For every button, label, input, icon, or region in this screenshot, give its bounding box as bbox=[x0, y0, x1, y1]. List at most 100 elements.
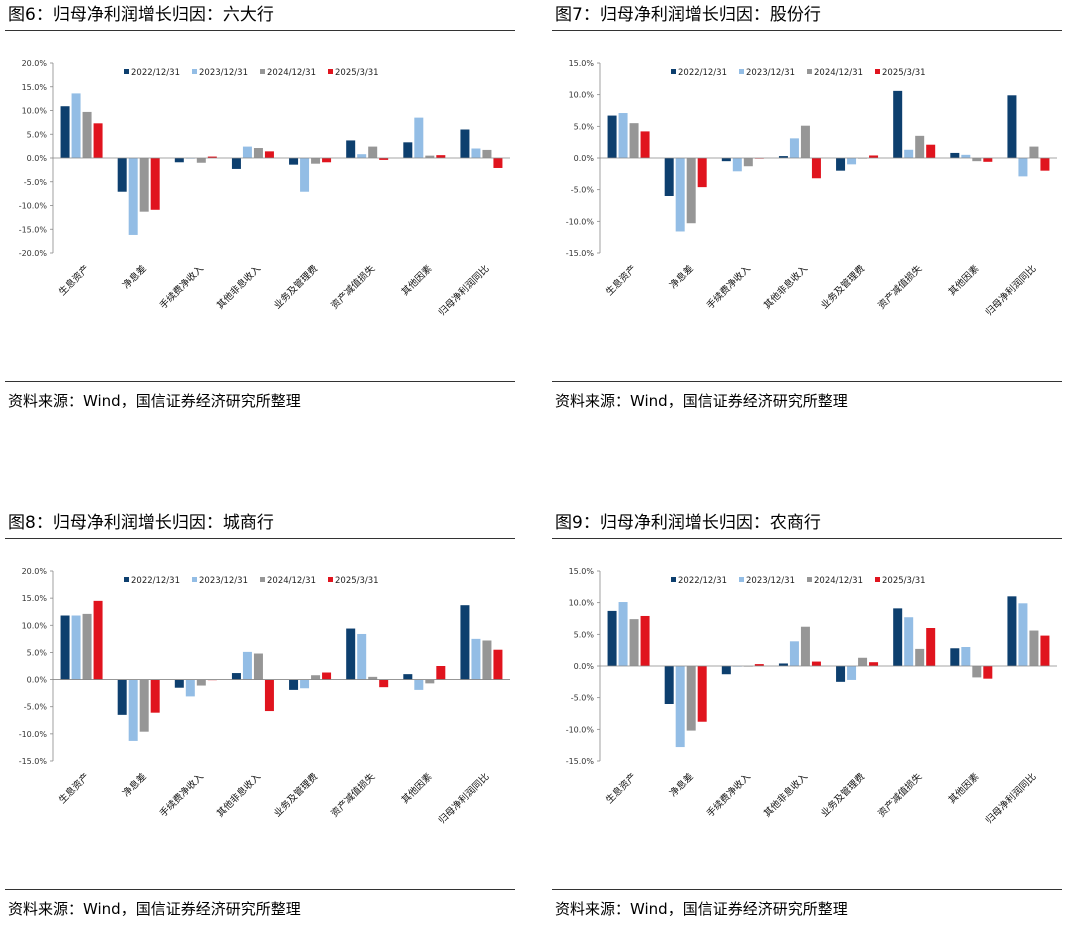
bar bbox=[460, 129, 470, 158]
y-tick-label: 5.0% bbox=[574, 630, 595, 639]
bar bbox=[1029, 630, 1039, 666]
bar bbox=[174, 679, 184, 688]
bar bbox=[926, 144, 936, 158]
legend-label: 2022/12/31 bbox=[131, 576, 180, 586]
bar bbox=[414, 679, 424, 690]
bar bbox=[961, 647, 971, 666]
y-tick-label: -10.0% bbox=[19, 730, 48, 739]
chart-panel-4: 图9：归母净利润增长归因：农商行 2022/12/31 2023/12/31 202… bbox=[552, 508, 1067, 928]
bar bbox=[618, 113, 628, 158]
legend-label: 2025/3/31 bbox=[335, 68, 379, 78]
bar bbox=[493, 649, 503, 680]
legend-label: 2024/12/31 bbox=[267, 68, 316, 78]
bar bbox=[811, 661, 821, 666]
bar bbox=[60, 106, 70, 158]
bar-chart-joint-stock: 2022/12/31 2023/12/31 2024/12/31 2025/3/31 -… bbox=[566, 59, 1057, 318]
bar bbox=[425, 679, 435, 684]
bar bbox=[950, 648, 960, 666]
bar bbox=[357, 633, 367, 680]
y-tick-label: -15.0% bbox=[19, 757, 48, 766]
bar bbox=[231, 673, 241, 680]
bar bbox=[174, 158, 184, 163]
x-category-label: 其他非息收入 bbox=[214, 262, 263, 311]
source-note: 资料来源：Wind，国信证券经济研究所整理 bbox=[8, 392, 301, 410]
legend-label: 2022/12/31 bbox=[678, 68, 727, 78]
bar bbox=[93, 600, 103, 680]
bar bbox=[139, 158, 149, 212]
bar bbox=[950, 152, 960, 158]
bar bbox=[493, 158, 503, 168]
source-note: 资料来源：Wind，国信证券经济研究所整理 bbox=[555, 900, 848, 918]
y-tick-label: -10.0% bbox=[566, 725, 595, 734]
x-category-label: 手续费净收入 bbox=[157, 262, 206, 311]
x-category-label: 其他因素 bbox=[946, 770, 982, 806]
y-tick-label: 0.0% bbox=[574, 154, 595, 163]
legend-swatch bbox=[192, 577, 197, 582]
y-tick-label: 15.0% bbox=[22, 594, 48, 603]
legend-swatch bbox=[875, 69, 880, 74]
bar bbox=[93, 123, 103, 158]
bar bbox=[915, 648, 925, 666]
legend-swatch bbox=[671, 577, 676, 582]
bar bbox=[800, 626, 810, 666]
bar bbox=[675, 666, 685, 748]
x-category-label: 业务及管理费 bbox=[818, 771, 867, 820]
x-category-label: 业务及管理费 bbox=[271, 771, 320, 820]
bar bbox=[471, 638, 481, 680]
legend-label: 2025/3/31 bbox=[335, 576, 379, 586]
x-category-label: 业务及管理费 bbox=[271, 263, 320, 312]
bar bbox=[675, 158, 685, 232]
y-tick-label: 15.0% bbox=[22, 83, 48, 92]
bar bbox=[629, 619, 639, 666]
bar-chart-rural-commercial: 2022/12/31 2023/12/31 2024/12/31 2025/3/31 -… bbox=[566, 567, 1057, 826]
bar bbox=[368, 146, 378, 158]
x-category-label: 其他因素 bbox=[399, 770, 435, 806]
x-category-label: 资产减值损失 bbox=[876, 770, 925, 819]
y-tick-label: 10.0% bbox=[569, 91, 595, 100]
y-tick-label: -10.0% bbox=[566, 217, 595, 226]
chart-panel-1: 图6：归母净利润增长归因：六大行 2022/12/31 2023/12/31 202… bbox=[5, 0, 520, 420]
bar bbox=[961, 154, 971, 158]
source-note: 资料来源：Wind，国信证券经济研究所整理 bbox=[555, 392, 848, 410]
bar bbox=[1040, 158, 1050, 171]
legend-label: 2025/3/31 bbox=[882, 576, 926, 586]
bar bbox=[425, 155, 435, 158]
title-rule bbox=[5, 538, 515, 539]
y-tick-label: 5.0% bbox=[27, 648, 48, 657]
y-tick-label: 5.0% bbox=[574, 122, 595, 131]
x-category-label: 其他非息收入 bbox=[214, 770, 263, 819]
bar bbox=[300, 679, 310, 689]
bar bbox=[904, 149, 914, 158]
bar bbox=[1007, 95, 1017, 158]
x-category-label: 资产减值损失 bbox=[329, 770, 378, 819]
y-tick-label: 15.0% bbox=[569, 59, 595, 68]
legend-label: 2023/12/31 bbox=[746, 576, 795, 586]
bar bbox=[697, 158, 707, 188]
bar bbox=[482, 640, 492, 680]
bar bbox=[482, 149, 492, 158]
bar bbox=[664, 666, 674, 704]
bar bbox=[1018, 603, 1028, 666]
x-category-label: 归母净利润同比 bbox=[436, 263, 492, 319]
bar bbox=[629, 123, 639, 158]
y-tick-label: 5.0% bbox=[27, 130, 48, 139]
legend-label: 2022/12/31 bbox=[678, 576, 727, 586]
bar bbox=[789, 641, 799, 666]
x-category-label: 净息差 bbox=[120, 263, 149, 292]
bar-chart-city-commercial: 2022/12/31 2023/12/31 2024/12/31 2025/3/31 -… bbox=[19, 567, 510, 826]
y-tick-label: 15.0% bbox=[569, 567, 595, 576]
bar bbox=[1040, 635, 1050, 666]
bar bbox=[379, 158, 389, 160]
bar bbox=[743, 158, 753, 167]
title-rule bbox=[5, 30, 515, 31]
bar bbox=[82, 613, 92, 680]
legend-swatch bbox=[739, 69, 744, 74]
bar bbox=[253, 653, 263, 680]
bar bbox=[368, 676, 378, 680]
bar bbox=[253, 148, 263, 158]
bar bbox=[289, 158, 299, 165]
bar bbox=[800, 125, 810, 158]
legend-label: 2023/12/31 bbox=[746, 68, 795, 78]
bar bbox=[322, 158, 332, 163]
bar bbox=[346, 628, 356, 680]
